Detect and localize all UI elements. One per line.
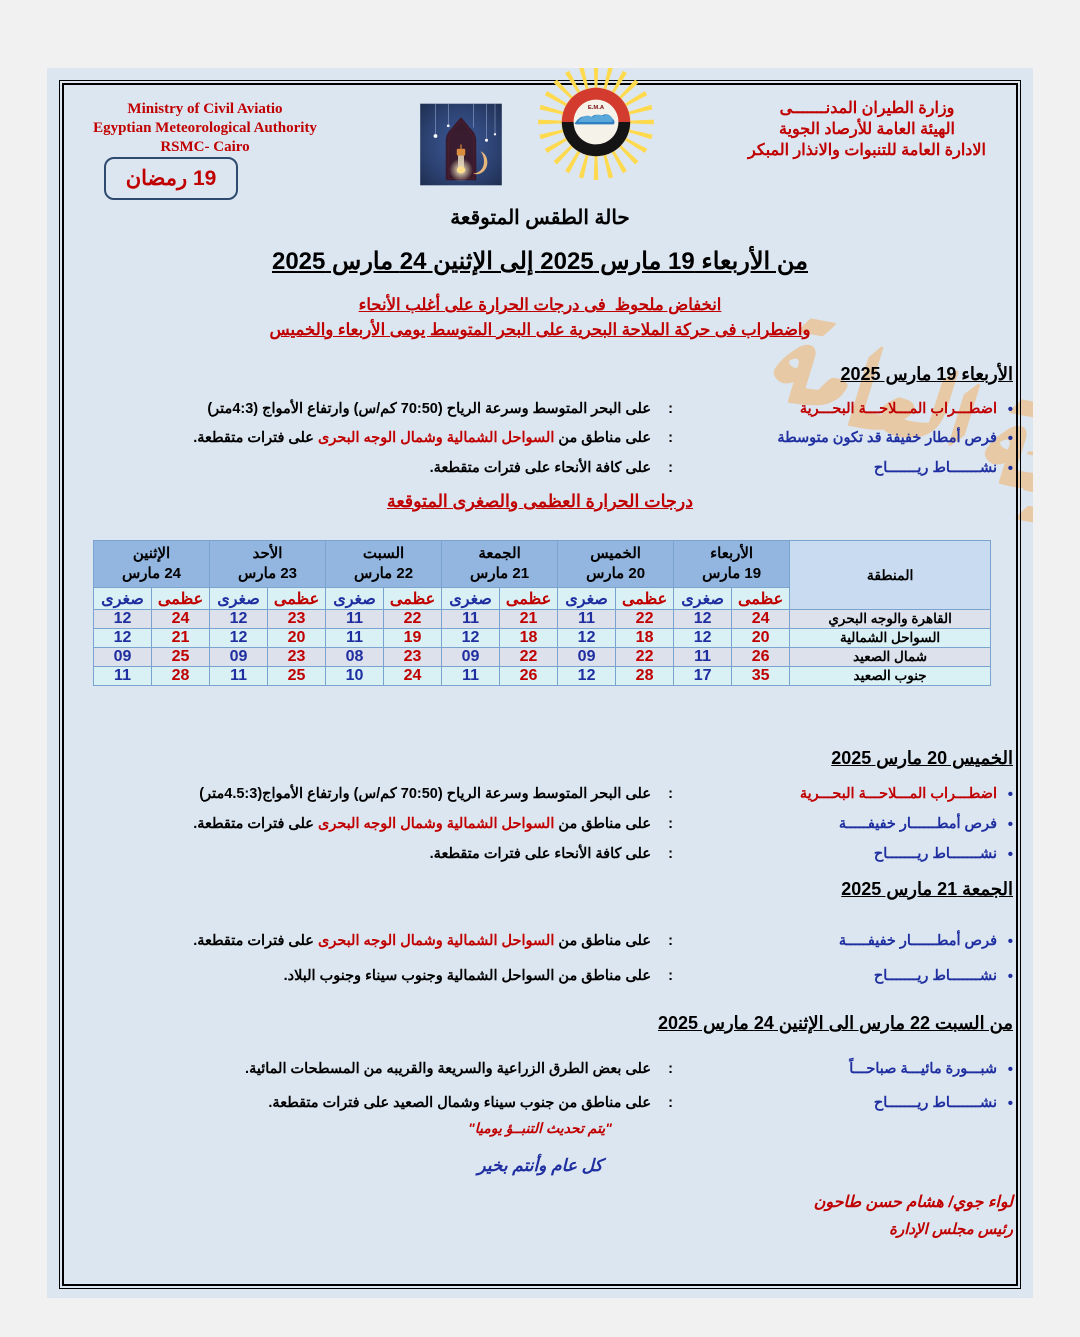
svg-text:E.M.A: E.M.A xyxy=(588,105,605,111)
